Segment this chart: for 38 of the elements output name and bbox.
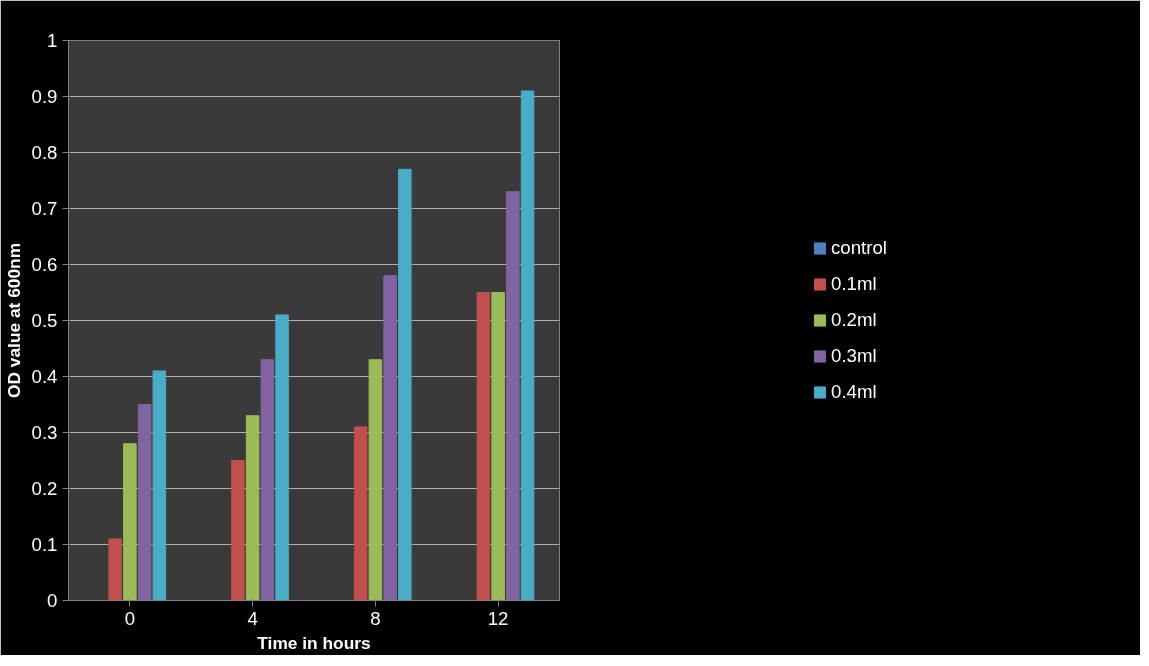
bar — [245, 415, 260, 601]
y-tick-label: 0.6 — [31, 254, 58, 275]
bar — [260, 359, 275, 601]
bar — [368, 359, 383, 601]
bar — [137, 404, 152, 601]
y-tick-label: 0.7 — [31, 198, 58, 219]
y-tick-label: 0.8 — [31, 142, 58, 163]
x-tick-label: 0 — [124, 607, 136, 629]
legend-label: 0.4ml — [831, 381, 877, 403]
y-tick-label: 0.1 — [31, 534, 58, 555]
y-tick-label: 0.3 — [31, 422, 58, 443]
y-tick-label: 0.5 — [31, 310, 58, 331]
y-tick-label: 0.9 — [31, 86, 58, 107]
y-tick-label: 0 — [47, 590, 58, 611]
bar — [520, 90, 535, 601]
y-tick-label: 0.2 — [31, 478, 58, 499]
legend-label: control — [831, 237, 887, 259]
y-tick-label: 0.4 — [31, 366, 58, 387]
bar — [152, 370, 167, 601]
y-tick-label: 1 — [47, 30, 58, 51]
legend-label: 0.2ml — [831, 309, 877, 331]
bar — [231, 460, 245, 601]
bar — [108, 538, 122, 601]
x-tick-label: 12 — [487, 607, 509, 629]
bar — [398, 168, 412, 601]
bar — [383, 275, 397, 601]
bar — [476, 292, 491, 601]
legend-label: 0.1ml — [831, 273, 877, 295]
x-tick-label: 4 — [247, 607, 258, 629]
x-tick-label: 8 — [370, 607, 381, 629]
bar — [506, 191, 520, 601]
bar — [491, 292, 505, 601]
bar — [353, 426, 368, 601]
bar — [123, 443, 137, 601]
x-axis-title: Time in hours — [257, 632, 371, 653]
bar — [275, 314, 289, 601]
legend-label: 0.3ml — [831, 345, 877, 367]
y-axis-title: OD value at 600nm — [3, 242, 24, 399]
